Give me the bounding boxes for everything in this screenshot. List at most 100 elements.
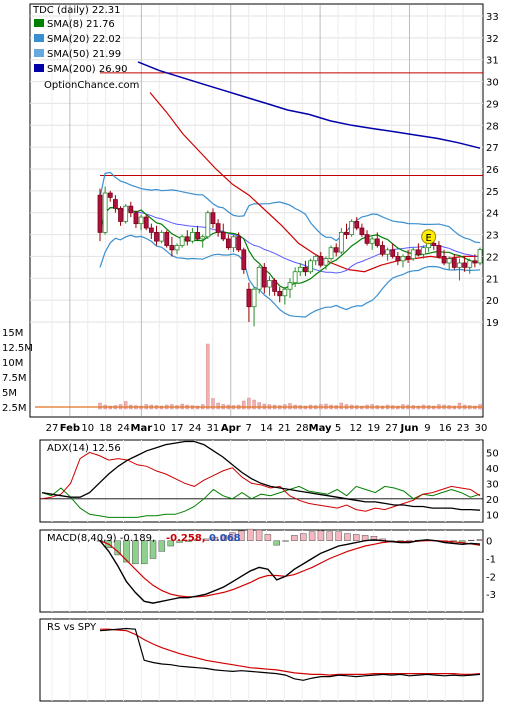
candle-body [431,242,437,246]
candle-body [215,223,221,233]
candle-body [441,256,447,264]
adx-tick-label: 10 [486,510,499,521]
candle-body [477,249,483,264]
date-tick-label: 28 [296,423,309,434]
macd-tick-label: -2 [486,572,496,583]
candle-body [267,280,272,288]
candle-body [97,194,103,233]
candle-body [256,266,262,290]
price-tick-label: 32 [486,34,499,45]
date-tick-label: Jun [400,423,419,434]
price-tick-label: 22 [486,252,499,263]
macd-histogram-bar [282,540,289,542]
candle-body [118,207,123,222]
volume-tick-label: 5M [2,388,17,399]
date-tick-label: 24 [117,423,130,434]
date-tick-label: Feb [60,423,80,434]
legend-swatch-sma8 [34,19,44,27]
candle-body [107,192,113,198]
date-tick-label: 17 [171,423,184,434]
macd-histogram-bar [132,540,139,565]
volume-tick-label: 15M [2,328,23,339]
candle-body [169,245,175,251]
legend-sma50: SMA(50) 21.99 [47,49,121,60]
bollinger-upper [99,171,481,244]
candle-body [282,288,288,297]
macd-histogram-bar [291,535,298,541]
candle-body [246,288,252,308]
volume-bar [247,397,251,410]
macd-histogram-bar [344,533,351,541]
date-tick-label: Mar [131,423,153,434]
macd-value-3: 0.068 [209,533,241,544]
candle-body [410,249,416,260]
candle-body [318,256,324,266]
candle-body [354,221,360,229]
macd-tick-label: 0 [486,537,492,548]
date-tick-label: 10 [153,423,166,434]
volume-tick-label: 10M [2,358,23,369]
date-tick-label: 27 [385,423,398,434]
volume-bar [211,398,215,410]
macd-histogram-bar [370,536,378,541]
candle-body [241,249,247,270]
price-tick-label: 27 [486,143,499,154]
candle-body [225,238,231,249]
candle-body [102,192,108,233]
axis-ticks: 33 32 31 30 29 28 27 26 25 24 23 22 21 20 19 15M 12.5M 10… [2,12,499,601]
rs-average-line [100,628,481,676]
macd-histogram-bar [238,530,245,541]
macd-histogram-bar [176,540,183,543]
volume-tick-label: 12.5M [2,343,33,354]
candle-body [210,212,216,225]
macd-histogram-bar [158,540,166,552]
macd-histogram-bar [211,536,219,541]
candle-body [200,236,206,240]
candle-body [303,266,308,273]
macd-histogram-bar [229,532,236,541]
candle-body [344,231,349,235]
adx-label: ADX(14) 12.56 [47,443,121,454]
candle-body [436,245,442,257]
macd-histogram-bar [335,531,342,541]
macd-tick-label: -3 [486,590,496,601]
macd-histogram-bar [264,534,272,541]
candle-body [133,212,139,225]
candle-body [451,258,457,268]
macd-histogram-bar [317,530,325,541]
adx-tick-label: 40 [486,464,499,475]
candle-body [220,231,226,240]
macd-histogram-bar [300,533,307,541]
macd-histogram-bar [149,540,157,559]
candle-body [374,238,380,246]
macd-value-2: -0.258, [166,533,206,544]
bollinger-lower [99,234,481,318]
candlesticks [97,186,483,327]
volume-bars [35,343,483,410]
candle-body [154,231,159,242]
adx-tick-label: 30 [486,479,499,490]
price-tick-label: 20 [486,296,499,307]
price-tick-label: 28 [486,121,499,132]
price-tick-label: 25 [486,187,499,198]
candle-body [138,216,144,225]
macd-label: MACD(8,40,9) -0.189, [47,533,155,544]
macd-histogram-bar [140,540,148,565]
sma20-line [99,207,481,274]
rs-label: RS vs SPY [47,622,97,633]
candle-body [359,227,365,235]
macd-histogram-bar [459,540,466,543]
price-tick-label: 26 [486,165,499,176]
candle-body [164,231,170,246]
macd-histogram-bar [247,528,254,541]
price-tick-label: 19 [486,318,499,329]
candle-body [231,236,236,249]
date-tick-label: 31 [207,423,220,434]
macd-histogram-bar [326,531,333,541]
adx-line [41,440,481,511]
candle-body [236,236,242,251]
volume-bar [457,402,462,410]
macd-histogram-bar [194,539,201,541]
earnings-marker-label: E [425,233,431,244]
date-tick-label: 23 [457,423,470,434]
